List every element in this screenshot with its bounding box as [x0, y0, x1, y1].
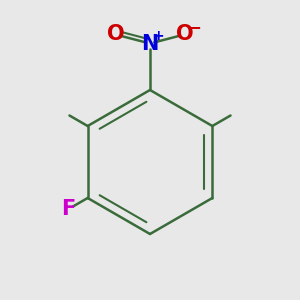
Text: O: O — [176, 25, 193, 44]
Text: F: F — [61, 199, 75, 219]
Text: O: O — [107, 25, 124, 44]
Text: N: N — [141, 34, 159, 53]
Text: −: − — [187, 18, 201, 36]
Text: +: + — [153, 29, 164, 43]
